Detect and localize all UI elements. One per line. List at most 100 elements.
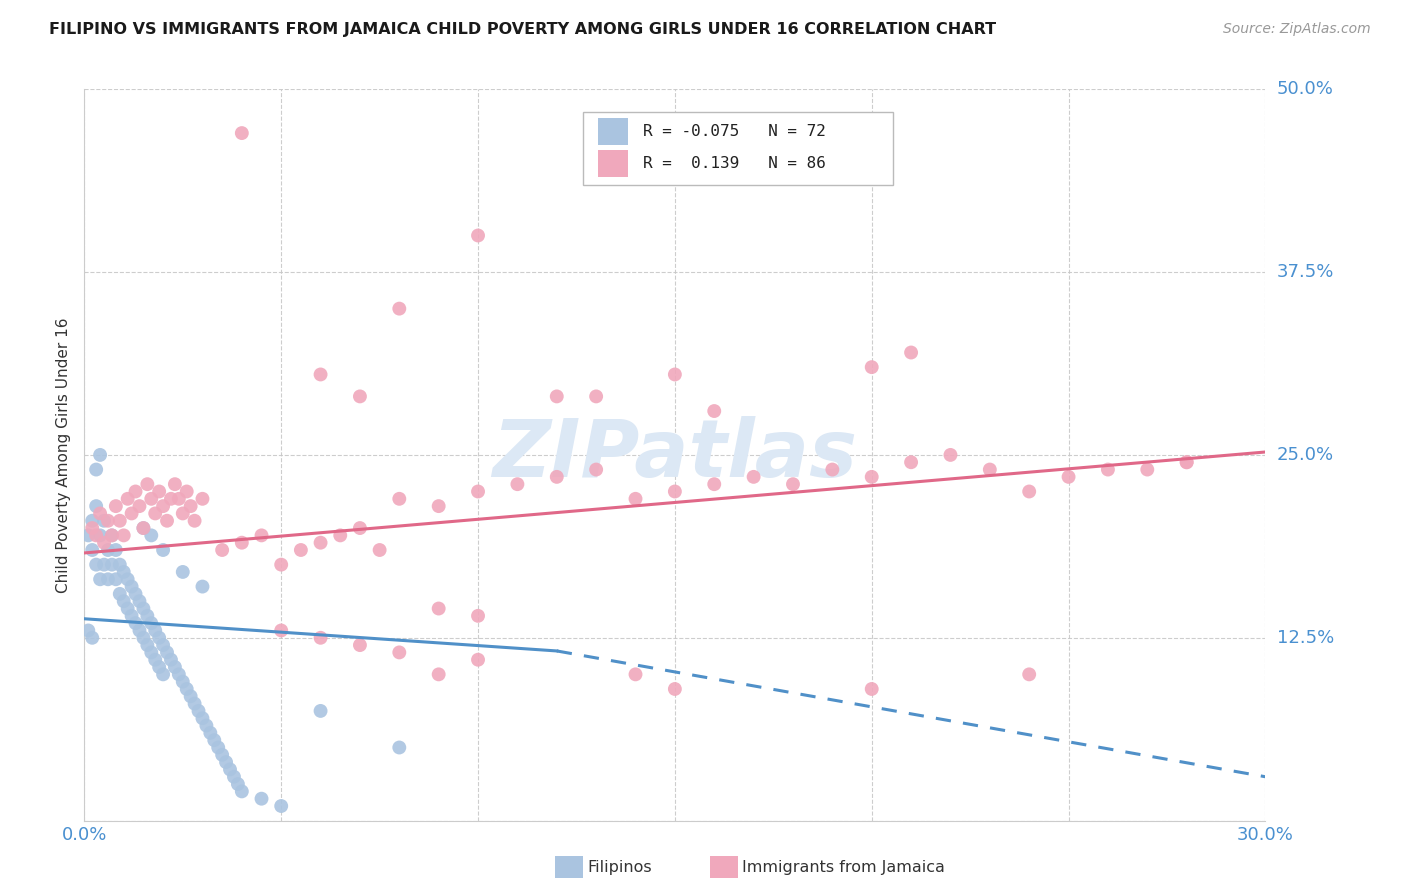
Point bbox=[703, 477, 725, 491]
Point bbox=[231, 535, 253, 549]
Point bbox=[195, 718, 218, 732]
Point bbox=[152, 667, 174, 681]
Point bbox=[742, 470, 765, 484]
Point bbox=[290, 543, 312, 558]
Point bbox=[121, 608, 143, 623]
Point bbox=[1057, 470, 1080, 484]
Point bbox=[191, 711, 214, 725]
Point bbox=[329, 528, 352, 542]
Text: Filipinos: Filipinos bbox=[588, 860, 652, 874]
Point bbox=[160, 491, 183, 506]
Point bbox=[128, 499, 150, 513]
Point bbox=[782, 477, 804, 491]
Point bbox=[121, 580, 143, 594]
Point bbox=[191, 491, 214, 506]
Point bbox=[82, 514, 104, 528]
Point bbox=[108, 558, 131, 572]
Point bbox=[860, 360, 883, 375]
Point bbox=[112, 528, 135, 542]
Point bbox=[148, 660, 170, 674]
Point bbox=[900, 345, 922, 359]
Point bbox=[77, 528, 100, 542]
Point bbox=[585, 462, 607, 476]
Point bbox=[108, 587, 131, 601]
Point bbox=[427, 601, 450, 615]
Point bbox=[664, 368, 686, 382]
Point bbox=[156, 645, 179, 659]
Point bbox=[388, 645, 411, 659]
Point bbox=[183, 697, 205, 711]
Point bbox=[101, 528, 124, 542]
Point bbox=[231, 126, 253, 140]
Point bbox=[89, 528, 111, 542]
Point bbox=[112, 594, 135, 608]
Point bbox=[211, 747, 233, 762]
Point bbox=[624, 491, 647, 506]
Point bbox=[97, 543, 120, 558]
Point bbox=[191, 580, 214, 594]
Point bbox=[202, 733, 225, 747]
Point bbox=[93, 558, 115, 572]
Point bbox=[211, 543, 233, 558]
Point bbox=[180, 499, 202, 513]
Point bbox=[172, 565, 194, 579]
Point bbox=[156, 514, 179, 528]
Point bbox=[215, 755, 238, 769]
Point bbox=[136, 608, 159, 623]
Point bbox=[187, 704, 209, 718]
Text: 37.5%: 37.5% bbox=[1277, 263, 1334, 281]
Point bbox=[546, 389, 568, 403]
Point bbox=[821, 462, 844, 476]
Point bbox=[664, 484, 686, 499]
Point bbox=[309, 368, 332, 382]
Point bbox=[250, 791, 273, 805]
Point bbox=[1018, 667, 1040, 681]
Point bbox=[132, 631, 155, 645]
Point bbox=[84, 528, 107, 542]
Point bbox=[93, 514, 115, 528]
Point bbox=[89, 448, 111, 462]
Point bbox=[207, 740, 229, 755]
Point bbox=[231, 784, 253, 798]
Y-axis label: Child Poverty Among Girls Under 16: Child Poverty Among Girls Under 16 bbox=[56, 318, 72, 592]
Point bbox=[152, 543, 174, 558]
Point bbox=[167, 667, 190, 681]
Point bbox=[167, 491, 190, 506]
Point bbox=[585, 389, 607, 403]
Text: R = -0.075   N = 72: R = -0.075 N = 72 bbox=[643, 124, 825, 138]
Point bbox=[117, 572, 139, 586]
Point bbox=[89, 572, 111, 586]
Point bbox=[84, 499, 107, 513]
Point bbox=[104, 499, 127, 513]
Point bbox=[148, 484, 170, 499]
Point bbox=[97, 514, 120, 528]
Point bbox=[388, 301, 411, 316]
Point bbox=[388, 740, 411, 755]
Point bbox=[143, 653, 166, 667]
Point bbox=[136, 477, 159, 491]
Point bbox=[84, 558, 107, 572]
Point bbox=[163, 660, 186, 674]
Text: FILIPINO VS IMMIGRANTS FROM JAMAICA CHILD POVERTY AMONG GIRLS UNDER 16 CORRELATI: FILIPINO VS IMMIGRANTS FROM JAMAICA CHIL… bbox=[49, 22, 997, 37]
Point bbox=[124, 616, 146, 631]
Point bbox=[219, 763, 242, 777]
Point bbox=[141, 645, 163, 659]
Point bbox=[77, 624, 100, 638]
Point bbox=[101, 528, 124, 542]
Point bbox=[172, 507, 194, 521]
Point bbox=[979, 462, 1001, 476]
Point bbox=[132, 601, 155, 615]
Point bbox=[349, 638, 371, 652]
Text: 50.0%: 50.0% bbox=[1277, 80, 1333, 98]
Point bbox=[128, 624, 150, 638]
Point bbox=[176, 681, 198, 696]
Point bbox=[1175, 455, 1198, 469]
Point bbox=[270, 624, 292, 638]
Point bbox=[309, 704, 332, 718]
Point bbox=[388, 491, 411, 506]
Point bbox=[309, 535, 332, 549]
Point bbox=[270, 558, 292, 572]
Point bbox=[939, 448, 962, 462]
Point bbox=[1097, 462, 1119, 476]
Point bbox=[152, 638, 174, 652]
